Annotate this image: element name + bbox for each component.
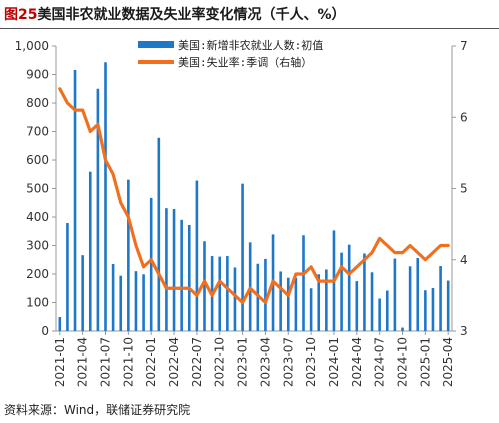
bar — [393, 258, 397, 331]
bar — [279, 271, 282, 331]
legend: 美国:新增非农就业人数:初值 美国:失业率:季调（右轴） — [138, 38, 323, 69]
bar — [355, 281, 359, 332]
left-tick-label: 0 — [41, 324, 49, 338]
bar — [66, 222, 69, 331]
bar — [431, 287, 435, 331]
left-tick-label: 200 — [26, 267, 49, 281]
bar — [439, 266, 442, 331]
left-tick-label: 900 — [26, 68, 49, 82]
bar — [104, 62, 107, 331]
figure-number: 图25 — [4, 7, 38, 23]
legend-line-label: 美国:失业率:季调（右轴） — [178, 55, 312, 69]
bar — [233, 267, 237, 331]
right-tick-label: 3 — [460, 324, 468, 338]
bar — [363, 253, 366, 331]
right-tick-label: 5 — [460, 182, 468, 196]
x-tick-label: 2025-04 — [441, 337, 455, 387]
right-axis-ticks: 3 4 5 6 7 — [452, 39, 468, 338]
bar — [165, 208, 168, 331]
x-tick-label: 2022-04 — [167, 337, 181, 387]
right-tick-label: 4 — [460, 253, 468, 267]
bar — [325, 269, 328, 331]
left-tick-label: 700 — [26, 125, 49, 139]
bar — [180, 219, 183, 331]
bar — [195, 180, 199, 331]
x-tick-label: 2022-10 — [213, 337, 227, 387]
title-divider — [0, 28, 499, 29]
bar — [424, 290, 427, 331]
bar — [88, 171, 92, 331]
bar — [134, 271, 138, 331]
bar — [119, 275, 123, 331]
bar — [241, 183, 244, 331]
bar — [401, 327, 404, 331]
right-tick-label: 6 — [460, 110, 468, 124]
figure-title-text: 美国非农就业数据及失业率变化情况（千人、%） — [37, 7, 346, 23]
left-tick-label: 400 — [26, 210, 49, 224]
bar — [203, 241, 206, 331]
bar — [81, 255, 84, 331]
bar — [302, 235, 305, 331]
x-tick-label: 2024-10 — [396, 337, 410, 387]
unemployment-line — [58, 87, 450, 305]
figure-title: 图25美国非农就业数据及失业率变化情况（千人、%） — [4, 4, 346, 26]
left-tick-label: 500 — [26, 182, 49, 196]
legend-bar-label: 美国:新增非农就业人数:初值 — [178, 38, 323, 52]
x-tick-label: 2021-04 — [76, 337, 90, 387]
bar — [264, 258, 267, 331]
x-tick-label: 2023-07 — [281, 337, 295, 387]
x-tick-label: 2025-01 — [418, 337, 432, 387]
bar — [294, 277, 298, 331]
legend-bar-swatch — [138, 41, 174, 48]
bar — [340, 252, 343, 332]
bar — [73, 69, 77, 331]
x-axis-ticks: 2021-01 2021-04 2021-07 2021-10 2022-01 2022-… — [53, 331, 455, 387]
x-tick-label: 2023-01 — [236, 337, 250, 387]
bar — [317, 274, 321, 331]
bar — [187, 224, 191, 331]
bar — [149, 197, 153, 331]
bar — [408, 266, 412, 331]
left-tick-label: 1,000 — [15, 39, 49, 53]
bar — [370, 272, 374, 331]
bar — [111, 264, 115, 331]
bar — [378, 298, 381, 331]
left-tick-label: 100 — [26, 296, 49, 310]
x-tick-label: 2024-07 — [373, 337, 387, 387]
line-series — [58, 87, 450, 305]
bar — [58, 317, 62, 331]
bar — [347, 244, 351, 331]
left-tick-label: 300 — [26, 239, 49, 253]
bar — [286, 277, 290, 331]
x-tick-label: 2021-10 — [121, 337, 135, 387]
bar — [142, 274, 145, 331]
bar — [172, 209, 176, 331]
bar — [218, 256, 222, 331]
x-tick-label: 2021-07 — [99, 337, 113, 387]
x-tick-label: 2024-04 — [350, 337, 364, 387]
right-tick-label: 7 — [460, 39, 468, 53]
x-tick-label: 2022-07 — [190, 337, 204, 387]
x-tick-label: 2024-01 — [327, 337, 341, 387]
left-tick-label: 600 — [26, 153, 49, 167]
bar — [127, 179, 130, 331]
bar — [385, 290, 389, 331]
bar — [416, 258, 420, 331]
bar — [309, 288, 313, 331]
bar — [157, 137, 161, 331]
left-axis-ticks: 0 100 200 300 400 500 600 700 800 900 1,000 — [15, 39, 56, 338]
bar — [226, 256, 229, 331]
x-tick-label: 2023-10 — [304, 337, 318, 387]
x-tick-label: 2021-01 — [53, 337, 67, 387]
left-tick-label: 800 — [26, 96, 49, 110]
source-note: 资料来源：Wind，联储证券研究院 — [4, 403, 191, 417]
x-tick-label: 2022-01 — [144, 337, 158, 387]
x-tick-label: 2023-04 — [258, 337, 272, 387]
bar — [96, 88, 100, 331]
bar — [446, 280, 450, 331]
